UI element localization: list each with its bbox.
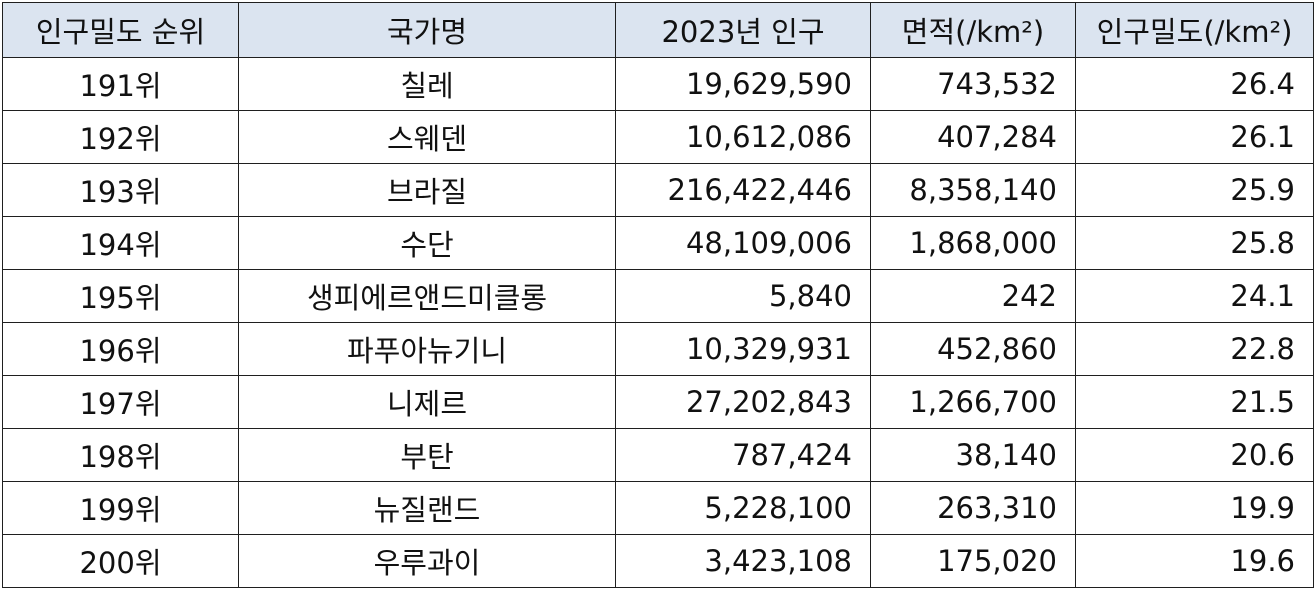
area-cell: 743,532 bbox=[870, 57, 1076, 111]
country-cell: 생피에르앤드미클롱 bbox=[238, 269, 616, 323]
population-cell: 787,424 bbox=[615, 428, 871, 482]
country-cell: 수단 bbox=[238, 216, 616, 270]
country-cell: 칠레 bbox=[238, 57, 616, 111]
population-cell: 3,423,108 bbox=[615, 534, 871, 588]
density-cell: 25.9 bbox=[1075, 163, 1314, 217]
country-cell: 파푸아뉴기니 bbox=[238, 322, 616, 376]
density-cell: 20.6 bbox=[1075, 428, 1314, 482]
density-cell: 26.1 bbox=[1075, 110, 1314, 164]
table-row: 191위 칠레 19,629,590 743,532 26.4 bbox=[2, 57, 1314, 111]
rank-cell: 196위 bbox=[2, 322, 239, 376]
area-cell: 242 bbox=[870, 269, 1076, 323]
table-row: 195위 생피에르앤드미클롱 5,840 242 24.1 bbox=[2, 269, 1314, 323]
density-cell: 21.5 bbox=[1075, 375, 1314, 429]
table-row: 199위 뉴질랜드 5,228,100 263,310 19.9 bbox=[2, 481, 1314, 535]
table-row: 197위 니제르 27,202,843 1,266,700 21.5 bbox=[2, 375, 1314, 429]
table-header: 인구밀도 순위 국가명 2023년 인구 면적(/km²) 인구밀도(/km²) bbox=[2, 2, 1314, 58]
header-density: 인구밀도(/km²) bbox=[1075, 2, 1314, 58]
population-cell: 5,840 bbox=[615, 269, 871, 323]
population-cell: 5,228,100 bbox=[615, 481, 871, 535]
population-cell: 27,202,843 bbox=[615, 375, 871, 429]
table-row: 192위 스웨덴 10,612,086 407,284 26.1 bbox=[2, 110, 1314, 164]
area-cell: 175,020 bbox=[870, 534, 1076, 588]
area-cell: 8,358,140 bbox=[870, 163, 1076, 217]
header-row: 인구밀도 순위 국가명 2023년 인구 면적(/km²) 인구밀도(/km²) bbox=[2, 2, 1314, 58]
header-population: 2023년 인구 bbox=[615, 2, 871, 58]
density-cell: 25.8 bbox=[1075, 216, 1314, 270]
country-cell: 브라질 bbox=[238, 163, 616, 217]
rank-cell: 198위 bbox=[2, 428, 239, 482]
area-cell: 1,266,700 bbox=[870, 375, 1076, 429]
country-cell: 니제르 bbox=[238, 375, 616, 429]
country-cell: 뉴질랜드 bbox=[238, 481, 616, 535]
rank-cell: 193위 bbox=[2, 163, 239, 217]
table-row: 198위 부탄 787,424 38,140 20.6 bbox=[2, 428, 1314, 482]
population-cell: 48,109,006 bbox=[615, 216, 871, 270]
rank-cell: 192위 bbox=[2, 110, 239, 164]
table-row: 194위 수단 48,109,006 1,868,000 25.8 bbox=[2, 216, 1314, 270]
area-cell: 452,860 bbox=[870, 322, 1076, 376]
table-row: 200위 우루과이 3,423,108 175,020 19.6 bbox=[2, 534, 1314, 588]
area-cell: 38,140 bbox=[870, 428, 1076, 482]
country-cell: 부탄 bbox=[238, 428, 616, 482]
rank-cell: 197위 bbox=[2, 375, 239, 429]
header-rank: 인구밀도 순위 bbox=[2, 2, 239, 58]
population-cell: 216,422,446 bbox=[615, 163, 871, 217]
area-cell: 1,868,000 bbox=[870, 216, 1076, 270]
population-cell: 19,629,590 bbox=[615, 57, 871, 111]
density-cell: 22.8 bbox=[1075, 322, 1314, 376]
country-cell: 우루과이 bbox=[238, 534, 616, 588]
rank-cell: 199위 bbox=[2, 481, 239, 535]
density-cell: 26.4 bbox=[1075, 57, 1314, 111]
rank-cell: 194위 bbox=[2, 216, 239, 270]
header-country: 국가명 bbox=[238, 2, 616, 58]
density-cell: 24.1 bbox=[1075, 269, 1314, 323]
density-cell: 19.9 bbox=[1075, 481, 1314, 535]
table-body: 191위 칠레 19,629,590 743,532 26.4 192위 스웨덴… bbox=[2, 57, 1314, 588]
density-cell: 19.6 bbox=[1075, 534, 1314, 588]
population-cell: 10,329,931 bbox=[615, 322, 871, 376]
rank-cell: 200위 bbox=[2, 534, 239, 588]
table-row: 193위 브라질 216,422,446 8,358,140 25.9 bbox=[2, 163, 1314, 217]
rank-cell: 195위 bbox=[2, 269, 239, 323]
table-row: 196위 파푸아뉴기니 10,329,931 452,860 22.8 bbox=[2, 322, 1314, 376]
rank-cell: 191위 bbox=[2, 57, 239, 111]
population-cell: 10,612,086 bbox=[615, 110, 871, 164]
area-cell: 407,284 bbox=[870, 110, 1076, 164]
area-cell: 263,310 bbox=[870, 481, 1076, 535]
header-area: 면적(/km²) bbox=[870, 2, 1076, 58]
country-cell: 스웨덴 bbox=[238, 110, 616, 164]
